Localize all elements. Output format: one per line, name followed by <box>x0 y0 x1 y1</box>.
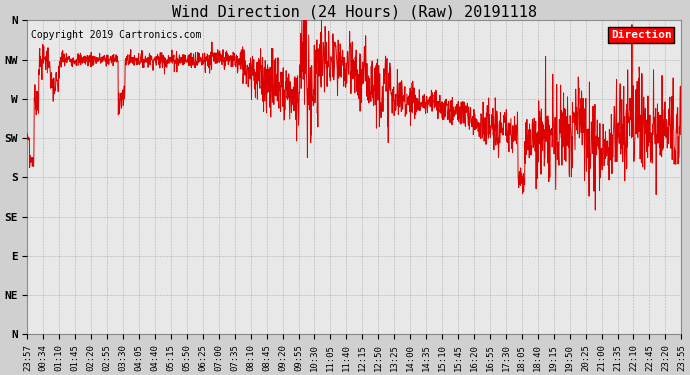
Text: Direction: Direction <box>611 30 671 40</box>
Title: Wind Direction (24 Hours) (Raw) 20191118: Wind Direction (24 Hours) (Raw) 20191118 <box>172 4 537 19</box>
Text: Copyright 2019 Cartronics.com: Copyright 2019 Cartronics.com <box>30 30 201 40</box>
